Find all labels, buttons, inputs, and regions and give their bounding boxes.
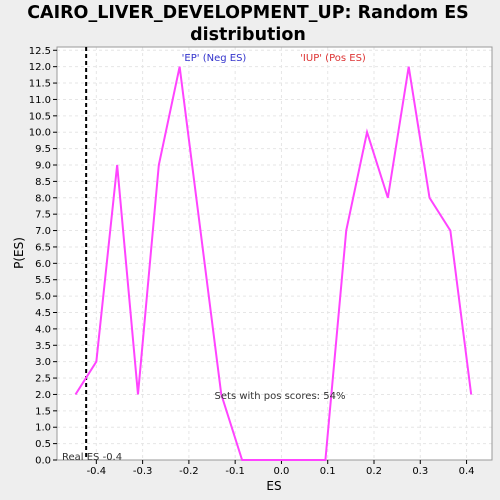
y-tick-label: 11.0: [29, 95, 51, 106]
y-axis-ticks: 0.0 0.5 1.0 1.5 2.0 2.5 3.0 3.5 4.0 4.5 5.0 5.5 6.0 6…: [29, 46, 57, 467]
y-tick-label: 6.5: [35, 242, 51, 253]
series-group: [74, 66, 473, 461]
y-tick-label: 4.0: [35, 324, 51, 335]
chart-title-line-1: CAIRO_LIVER_DEVELOPMENT_UP: Random ES: [27, 3, 469, 23]
x-axis-ticks: -0.4 -0.3 -0.2 -0.1 0.0 0.1 0.2 0.3 0.4: [87, 460, 475, 477]
y-tick-label: 2.0: [35, 390, 51, 401]
x-tick-label: 0.2: [366, 466, 382, 477]
neg-es-label: 'EP' (Neg ES): [182, 53, 247, 64]
x-tick-label: 0.1: [320, 466, 336, 477]
x-axis-label: ES: [266, 479, 281, 493]
y-tick-label: 5.0: [35, 292, 51, 303]
pos-es-label: 'IUP' (Pos ES): [300, 53, 366, 64]
x-tick-label: 0.3: [412, 466, 428, 477]
y-axis-label: P(ES): [12, 237, 26, 269]
y-tick-label: 1.0: [35, 423, 51, 434]
y-tick-label: 12.5: [29, 46, 51, 57]
grid-lines: [57, 47, 492, 461]
y-tick-label: 1.5: [35, 406, 51, 417]
y-tick-label: 4.5: [35, 308, 51, 319]
y-tick-label: 3.0: [35, 357, 51, 368]
pos-score-percentage: Sets with pos scores: 54%: [215, 391, 346, 402]
y-tick-label: 10.5: [29, 111, 51, 122]
series-line: [74, 66, 473, 461]
y-tick-label: 10.0: [29, 128, 51, 139]
x-tick-label: 0.4: [459, 466, 475, 477]
chart-title: CAIRO_LIVER_DEVELOPMENT_UP: Random ES di…: [27, 3, 469, 45]
y-tick-label: 9.0: [35, 161, 51, 172]
y-tick-label: 7.0: [35, 226, 51, 237]
x-tick-label: -0.4: [87, 466, 107, 477]
x-tick-label: 0.0: [273, 466, 289, 477]
x-tick-label: -0.1: [225, 466, 245, 477]
y-tick-label: 6.0: [35, 259, 51, 270]
y-tick-label: 0.5: [35, 439, 51, 450]
y-tick-label: 5.5: [35, 275, 51, 286]
y-tick-label: 2.5: [35, 374, 51, 385]
y-tick-label: 11.5: [29, 79, 51, 90]
x-tick-label: -0.2: [179, 466, 199, 477]
y-tick-label: 9.5: [35, 144, 51, 155]
y-tick-label: 0.0: [35, 456, 51, 467]
y-tick-label: 3.5: [35, 341, 51, 352]
chart-title-line-2: distribution: [190, 25, 306, 45]
y-tick-label: 8.5: [35, 177, 51, 188]
y-tick-label: 12.0: [29, 62, 51, 73]
x-tick-label: -0.3: [133, 466, 153, 477]
y-tick-label: 8.0: [35, 193, 51, 204]
real-es-label: Real ES -0.4: [62, 452, 122, 463]
y-tick-label: 7.5: [35, 210, 51, 221]
